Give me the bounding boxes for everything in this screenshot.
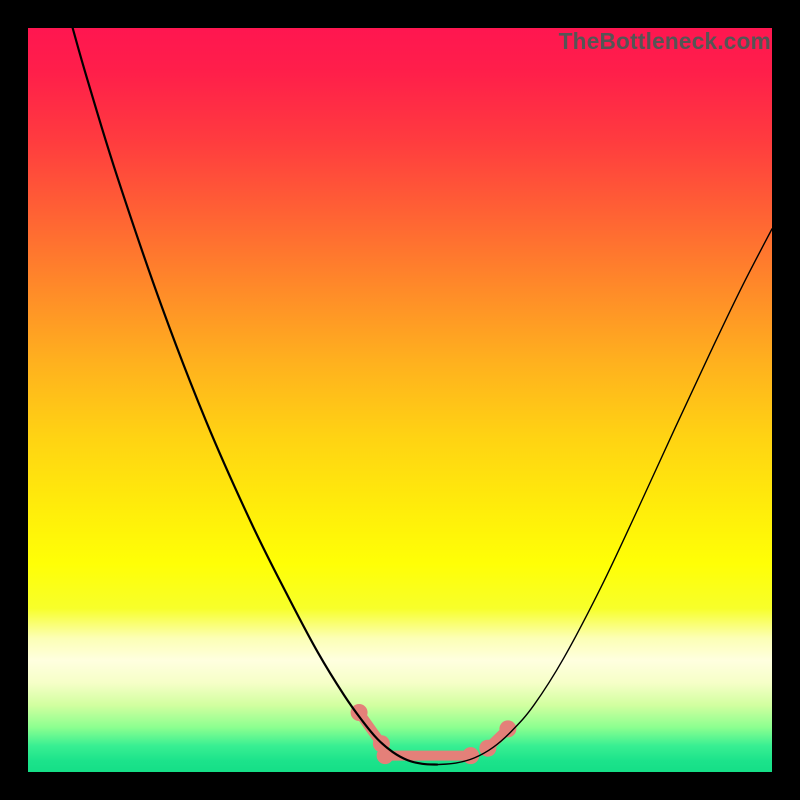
watermark-text: TheBottleneck.com [559,28,771,55]
outer-frame: TheBottleneck.com [0,0,800,800]
chart-svg [28,28,772,772]
gradient-background [28,28,772,772]
plot-area [28,28,772,772]
